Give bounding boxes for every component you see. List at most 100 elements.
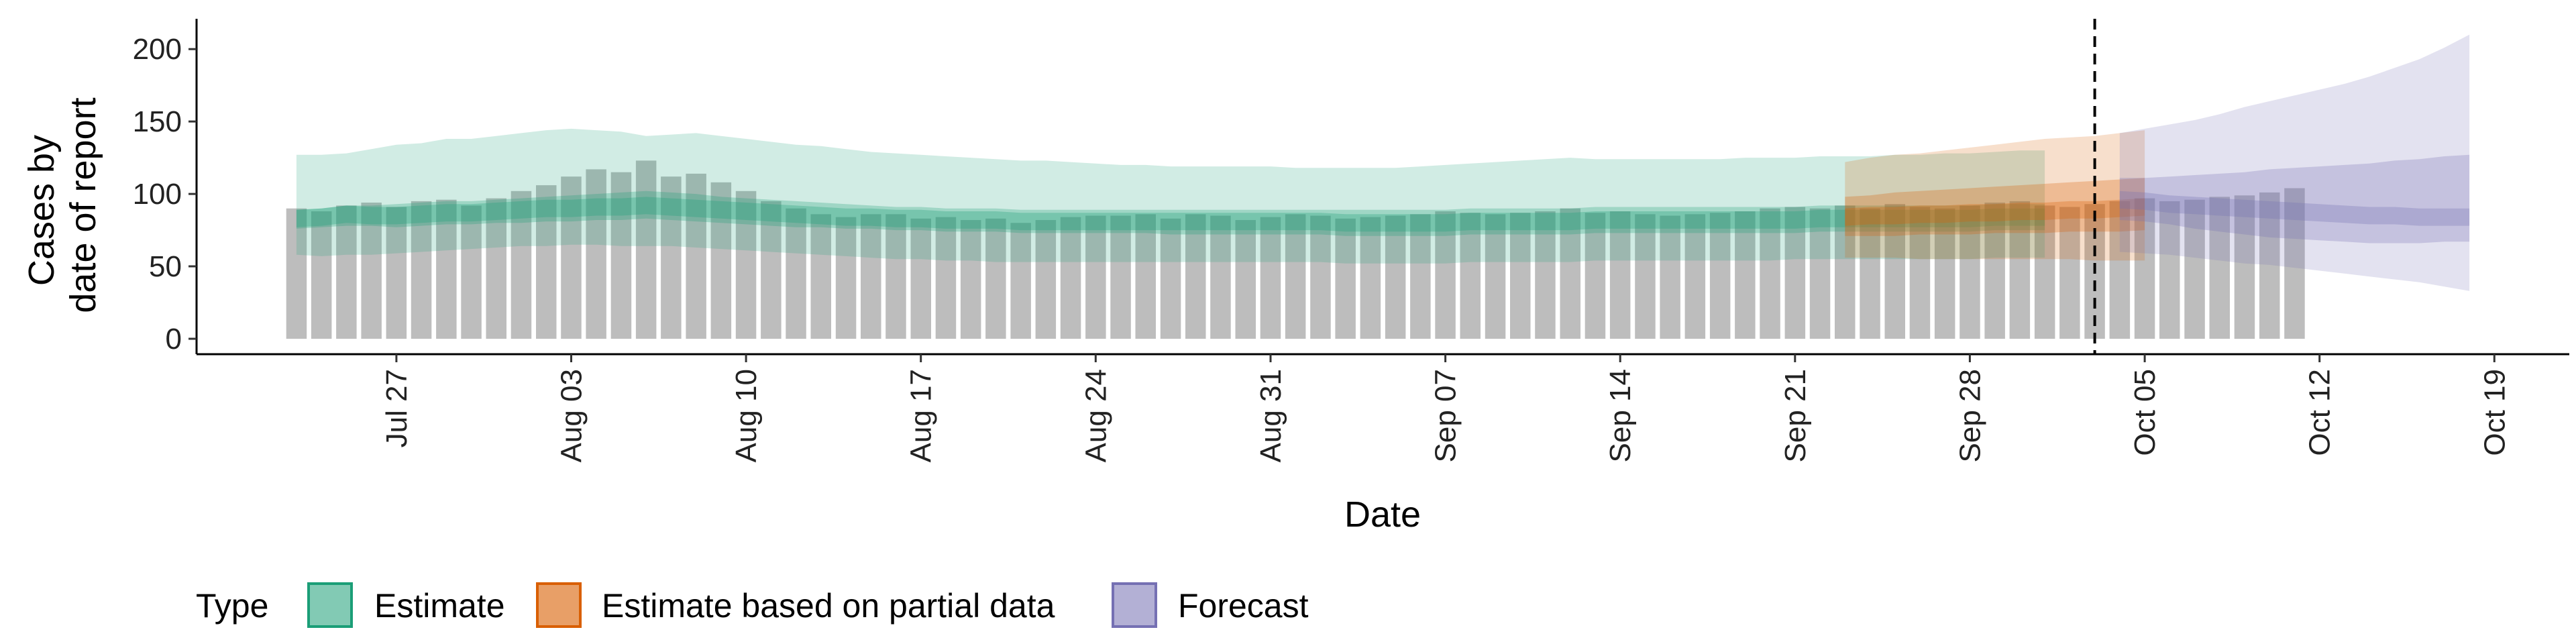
bar xyxy=(935,217,957,339)
x-tick-label: Aug 17 xyxy=(905,369,938,462)
x-tick-label: Sep 21 xyxy=(1779,369,1812,462)
bar xyxy=(1835,205,1856,339)
bar xyxy=(1535,211,1556,339)
bar xyxy=(1135,214,1156,339)
bar xyxy=(1110,215,1131,339)
bar xyxy=(2209,197,2230,339)
legend-label-partial: Estimate based on partial data xyxy=(602,587,1055,625)
y-axis-title: Cases by date of report xyxy=(21,97,103,313)
legend-swatch-estimate xyxy=(307,582,353,628)
bar xyxy=(1784,207,1806,339)
bar xyxy=(1760,208,1780,339)
y-tick-label: 150 xyxy=(133,105,182,138)
bar xyxy=(361,203,382,339)
bar xyxy=(486,198,506,339)
bar xyxy=(960,220,981,339)
bar xyxy=(1860,208,1880,339)
bar xyxy=(2134,198,2155,339)
x-tick-label: Aug 24 xyxy=(1079,369,1112,462)
bar xyxy=(885,214,906,339)
bar xyxy=(1809,208,1831,339)
bar xyxy=(1235,220,1256,339)
bar xyxy=(1934,208,1955,339)
x-ticks: Jul 27 Aug 03 Aug 10 Aug 17 Aug 24 Aug 31 Sep … xyxy=(380,354,2511,462)
bar xyxy=(1635,214,1656,339)
bar xyxy=(1035,220,1057,339)
ribbon-outer-forecast xyxy=(2119,34,2470,291)
bar xyxy=(1310,215,1331,339)
legend-swatch-forecast xyxy=(1112,582,1157,628)
x-axis-title: Date xyxy=(1344,494,1421,535)
bar xyxy=(2109,201,2131,339)
ribbon-core-estimate xyxy=(296,197,2045,232)
bar xyxy=(2234,195,2255,339)
x-tick-label: Aug 03 xyxy=(555,369,588,462)
bar xyxy=(1260,217,1281,339)
x-tick-label: Oct 12 xyxy=(2304,369,2337,456)
bar xyxy=(985,218,1006,339)
bar xyxy=(1984,203,2005,339)
x-tick-label: Aug 10 xyxy=(730,369,763,462)
bar xyxy=(2159,201,2180,339)
bar xyxy=(2009,201,2031,339)
bar xyxy=(436,199,457,339)
bar xyxy=(411,201,432,339)
y-ticks: 0 50 100 150 200 xyxy=(133,33,197,356)
bar xyxy=(686,173,706,339)
bar xyxy=(1160,218,1181,339)
bar xyxy=(1510,213,1531,339)
bar xyxy=(1210,215,1231,339)
legend-title: Type xyxy=(196,587,268,625)
bar xyxy=(2259,192,2280,339)
x-tick-label: Oct 19 xyxy=(2478,369,2511,456)
bar xyxy=(1735,211,1756,339)
legend-swatch-partial xyxy=(536,582,582,628)
y-tick-label: 200 xyxy=(133,33,182,66)
bar xyxy=(1560,208,1580,339)
bar xyxy=(761,201,782,339)
bar xyxy=(661,176,682,339)
ribbon-core-forecast xyxy=(2119,191,2470,226)
legend-item-estimate: Estimate xyxy=(307,582,505,628)
y-tick-label: 50 xyxy=(149,250,182,283)
x-tick-label: Sep 14 xyxy=(1604,369,1637,462)
x-tick-label: Sep 07 xyxy=(1430,369,1462,462)
bar xyxy=(786,208,806,339)
bar xyxy=(2184,199,2205,339)
bar xyxy=(1410,214,1431,339)
legend-label-forecast: Forecast xyxy=(1178,587,1309,625)
bar xyxy=(1660,215,1680,339)
bar xyxy=(286,208,307,339)
axes xyxy=(195,19,2569,356)
bar xyxy=(2059,207,2080,339)
bar xyxy=(1385,215,1406,339)
bar xyxy=(910,218,931,339)
ribbon-outer-estimate-based-on-partial-data xyxy=(1845,130,2145,261)
bar xyxy=(1335,218,1356,339)
bar xyxy=(1360,217,1381,339)
y-tick-label: 100 xyxy=(133,178,182,211)
bar xyxy=(1960,205,1980,339)
bar xyxy=(1909,207,1931,339)
bar xyxy=(1485,214,1506,339)
legend-label-estimate: Estimate xyxy=(374,587,505,625)
bar xyxy=(635,160,657,339)
legend: Type Estimate Estimate based on partial … xyxy=(196,582,1309,628)
bar xyxy=(1285,214,1306,339)
bar xyxy=(1435,211,1456,339)
bar xyxy=(1060,217,1081,339)
ribbon-inner-estimate-based-on-partial-data xyxy=(1845,178,2145,236)
bar xyxy=(511,191,532,339)
bar xyxy=(311,211,332,339)
ribbon-outer-estimate xyxy=(296,128,2045,264)
bar xyxy=(561,176,582,339)
ribbon-inner-estimate xyxy=(296,191,2045,236)
bar xyxy=(1185,214,1206,339)
ribbon-core-estimate-based-on-partial-data xyxy=(1845,198,2145,226)
bar xyxy=(1085,215,1106,339)
bar xyxy=(336,205,357,339)
bar xyxy=(461,205,482,339)
estimate-ribbons xyxy=(296,34,2470,291)
y-axis-title-line-1: Cases by xyxy=(21,135,62,286)
bar xyxy=(2034,205,2055,339)
